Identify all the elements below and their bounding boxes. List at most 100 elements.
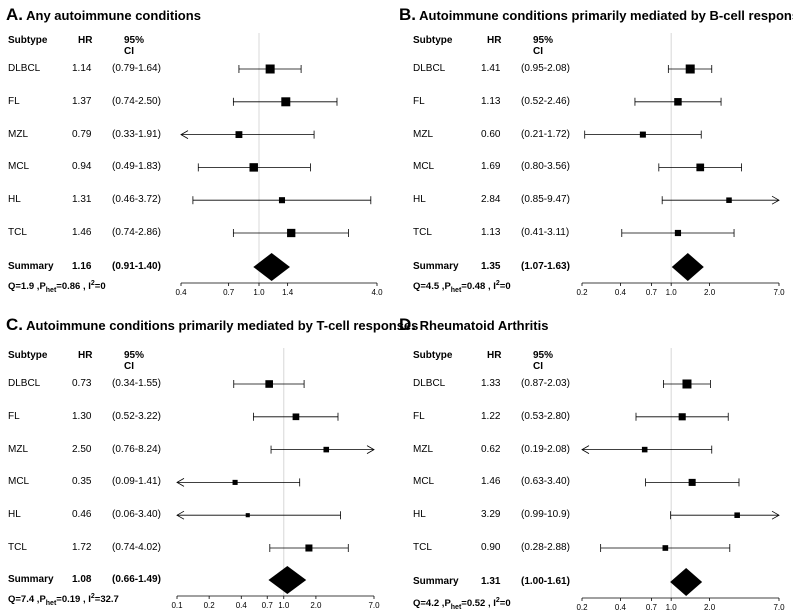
- row-ci: (0.79-1.64): [112, 63, 161, 74]
- point-estimate: [685, 64, 695, 74]
- row-subtype: MZL: [413, 128, 433, 140]
- column-header-subtype: Subtype: [413, 350, 453, 361]
- q-stat: Q=4.5: [413, 281, 440, 293]
- row-ci: (0.63-3.40): [521, 476, 570, 488]
- point-estimate: [682, 379, 692, 389]
- panel-title-text: Any autoimmune conditions: [26, 8, 201, 23]
- summary-ci: (0.91-1.40): [112, 261, 161, 272]
- ci-arrow-right: [366, 445, 375, 454]
- point-estimate: [305, 544, 313, 552]
- p-het-sub: het: [450, 287, 462, 295]
- x-axis-tick-label: 0.4: [175, 288, 187, 297]
- row-hr: 1.69: [481, 161, 501, 173]
- x-axis-tick-label: 1.4: [282, 288, 294, 297]
- point-estimate: [678, 413, 686, 421]
- column-header-hr: HR: [487, 35, 502, 46]
- point-estimate: [265, 64, 275, 74]
- x-axis-tick-label: 0.7: [262, 601, 274, 610]
- x-axis-tick-label: 0.4: [615, 288, 627, 297]
- row-hr: 0.90: [481, 542, 501, 553]
- row-subtype: DLBCL: [8, 378, 41, 389]
- x-axis-tick-label: 0.7: [646, 288, 658, 297]
- panel-title: A. Any autoimmune conditions: [6, 5, 201, 25]
- x-axis-tick-label: 7.0: [773, 603, 785, 612]
- column-header-hr: HR: [487, 350, 502, 361]
- panel-letter: D.: [399, 315, 416, 334]
- summary-diamond: [253, 253, 290, 281]
- point-estimate: [323, 446, 330, 453]
- ci-arrow-left: [176, 478, 185, 487]
- column-header-subtype: Subtype: [8, 350, 48, 361]
- row-subtype: MCL: [413, 476, 435, 488]
- p-het-label: P: [444, 281, 451, 293]
- x-axis-tick-label: 2.0: [704, 288, 716, 297]
- summary-label: Summary: [8, 261, 54, 272]
- row-subtype: FL: [8, 95, 20, 107]
- panel-title: C. Autoimmune conditions primarily media…: [6, 315, 418, 335]
- panel-letter: B.: [399, 5, 416, 24]
- i2-sup: 2: [90, 593, 95, 600]
- row-hr: 1.33: [481, 378, 501, 389]
- row-hr: 1.46: [481, 476, 501, 488]
- column-header-hr: HR: [78, 35, 93, 46]
- x-axis-tick-label: 7.0: [773, 288, 785, 297]
- summary-label: Summary: [8, 574, 54, 585]
- i2-sup: 2: [90, 280, 95, 287]
- point-estimate: [232, 479, 238, 485]
- point-estimate: [696, 163, 705, 172]
- x-axis-tick-label: 0.4: [615, 603, 627, 612]
- ci-arrow-left: [176, 510, 185, 520]
- row-ci: (0.52-3.22): [112, 410, 161, 422]
- point-estimate: [734, 512, 740, 518]
- i2-sup: 2: [495, 280, 500, 287]
- row-hr: 1.13: [481, 95, 501, 107]
- row-hr: 0.73: [72, 378, 92, 389]
- row-subtype: FL: [413, 410, 425, 422]
- x-axis-tick-label: 0.2: [576, 288, 588, 297]
- p-het-label: P: [39, 281, 46, 293]
- point-estimate: [641, 446, 648, 453]
- summary-diamond: [670, 568, 703, 596]
- point-estimate: [235, 131, 243, 139]
- i2-value: =0: [499, 281, 511, 293]
- row-subtype: MCL: [413, 161, 435, 173]
- row-ci: (0.74-2.50): [112, 95, 161, 107]
- summary-hr: 1.16: [72, 261, 92, 272]
- x-axis-tick-label: 0.4: [236, 601, 248, 610]
- point-estimate: [688, 478, 696, 486]
- row-subtype: TCL: [8, 227, 27, 238]
- row-ci: (0.74-4.02): [112, 542, 161, 553]
- row-hr: 1.72: [72, 542, 92, 553]
- p-het-sub: het: [450, 604, 462, 612]
- x-axis-tick-label: 0.7: [646, 603, 658, 612]
- heterogeneity-stats: Q=4.5 ,Phet=0.48 , I2=0: [413, 280, 511, 295]
- row-hr: 1.13: [481, 227, 501, 238]
- column-header-subtype: Subtype: [8, 35, 48, 46]
- i2-value: =32.7: [94, 594, 119, 606]
- p-het-sub: het: [45, 600, 57, 608]
- panel-title-text: Autoimmune conditions primarily mediated…: [26, 318, 419, 333]
- x-axis-tick-label: 1.0: [666, 603, 678, 612]
- ci-arrow-right: [771, 510, 780, 520]
- row-ci: (0.28-2.88): [521, 542, 570, 553]
- row-subtype: MZL: [413, 443, 433, 455]
- point-estimate: [245, 513, 250, 518]
- point-estimate: [674, 229, 682, 237]
- p-het-sub: het: [45, 287, 57, 295]
- column-header-ci: 95% CI: [124, 35, 145, 57]
- x-axis-tick-label: 2.0: [704, 603, 716, 612]
- row-ci: (0.41-3.11): [521, 227, 570, 238]
- row-ci: (0.06-3.40): [112, 509, 161, 521]
- row-ci: (0.46-3.72): [112, 194, 161, 206]
- point-estimate: [265, 380, 273, 388]
- p-het-value: =0.19: [56, 594, 81, 606]
- x-axis-tick-label: 0.7: [223, 288, 235, 297]
- row-hr: 1.14: [72, 63, 92, 74]
- i2-value: =0: [94, 281, 106, 293]
- column-header-ci: 95% CI: [533, 350, 554, 372]
- x-axis-tick-label: 1.0: [666, 288, 678, 297]
- row-ci: (0.09-1.41): [112, 476, 161, 488]
